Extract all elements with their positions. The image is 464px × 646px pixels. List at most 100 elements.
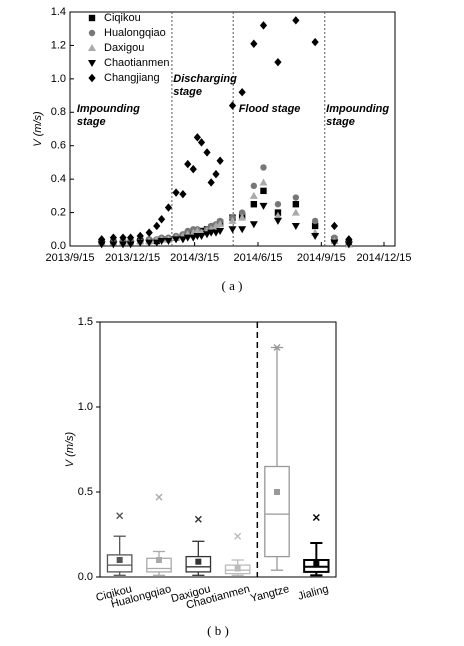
mean <box>195 558 202 565</box>
marker <box>344 241 353 249</box>
marker <box>274 57 282 67</box>
max-marker <box>155 493 163 501</box>
marker <box>273 217 282 225</box>
marker <box>345 235 353 244</box>
legend-label: Ciqikou <box>104 12 141 24</box>
marker <box>292 16 300 25</box>
marker <box>291 222 300 230</box>
marker <box>250 201 258 208</box>
stage-label: Impounding <box>77 103 140 115</box>
marker <box>184 159 192 169</box>
marker <box>88 44 96 51</box>
max-marker <box>116 512 124 520</box>
marker <box>189 164 197 174</box>
mean <box>156 557 162 563</box>
max-marker <box>234 532 242 540</box>
x-tick-label: 2013/9/15 <box>46 252 95 264</box>
y-tick-label: 1.2 <box>51 39 66 51</box>
marker <box>157 215 166 224</box>
marker <box>109 233 117 242</box>
marker <box>311 222 319 230</box>
marker <box>238 209 246 216</box>
stage-label: Discharging <box>173 73 237 85</box>
marker <box>330 221 339 231</box>
max-marker <box>273 344 281 351</box>
y-tick-label: 0.4 <box>51 173 66 185</box>
marker <box>109 241 118 249</box>
x-tick-label: 2014/12/15 <box>356 252 411 264</box>
marker <box>238 226 247 234</box>
marker <box>292 201 300 208</box>
y-tick-label: 1.5 <box>78 316 93 328</box>
legend-label: Changjiang <box>104 72 160 84</box>
box <box>106 554 133 573</box>
stage-label: Flood stage <box>239 103 301 115</box>
marker <box>164 203 173 212</box>
stage-label: stage <box>326 116 355 128</box>
marker <box>330 239 339 247</box>
mean <box>274 489 280 495</box>
marker <box>145 239 154 247</box>
marker <box>119 233 127 242</box>
x-tick-label: 2013/12/15 <box>105 252 160 264</box>
marker <box>260 187 267 195</box>
marker <box>88 29 96 37</box>
marker <box>98 235 106 244</box>
max-marker <box>194 515 202 523</box>
marker <box>292 194 300 201</box>
marker <box>189 234 198 242</box>
marker <box>97 241 106 249</box>
marker <box>183 234 192 242</box>
stage-label: stage <box>77 116 106 128</box>
marker <box>273 211 282 219</box>
marker <box>228 216 237 224</box>
marker <box>172 188 180 197</box>
plot-frame <box>99 321 337 578</box>
marker <box>311 217 319 225</box>
x-tick-label: Yangtze <box>249 583 290 605</box>
marker <box>291 208 300 216</box>
marker <box>259 202 268 210</box>
marker <box>203 231 212 239</box>
marker <box>164 237 173 245</box>
marker <box>207 178 215 187</box>
y-tick-label: 0.0 <box>78 571 93 583</box>
plot-frame <box>69 11 396 247</box>
marker <box>193 133 201 142</box>
marker <box>250 39 258 48</box>
marker <box>259 21 268 30</box>
marker <box>249 191 258 199</box>
marker <box>238 213 247 221</box>
marker <box>211 229 220 237</box>
mean <box>234 565 241 572</box>
y-tick-label: 0.0 <box>51 240 66 252</box>
marker <box>311 232 320 240</box>
marker <box>238 88 246 97</box>
marker <box>249 221 258 229</box>
marker <box>197 138 206 147</box>
marker <box>88 14 96 22</box>
marker <box>250 182 258 190</box>
y-tick-label: 1.4 <box>51 6 66 18</box>
box <box>264 465 290 558</box>
marker <box>228 226 237 234</box>
marker <box>311 37 319 47</box>
marker <box>152 239 161 247</box>
x-tick-label: 2014/6/15 <box>234 252 283 264</box>
mean <box>116 557 123 563</box>
marker <box>136 231 144 241</box>
marker <box>153 221 161 231</box>
y-tick-label: 1.0 <box>51 73 66 85</box>
mean <box>313 560 320 567</box>
stage-label: Impounding <box>326 103 389 115</box>
marker <box>136 239 145 247</box>
marker <box>88 60 96 67</box>
marker <box>193 226 202 234</box>
y-tick-label: 1.0 <box>78 401 93 413</box>
x-tick-label: 2014/3/15 <box>170 252 219 264</box>
stage-label: stage <box>173 86 202 98</box>
marker <box>259 178 268 186</box>
marker <box>216 227 225 235</box>
marker <box>145 228 153 237</box>
